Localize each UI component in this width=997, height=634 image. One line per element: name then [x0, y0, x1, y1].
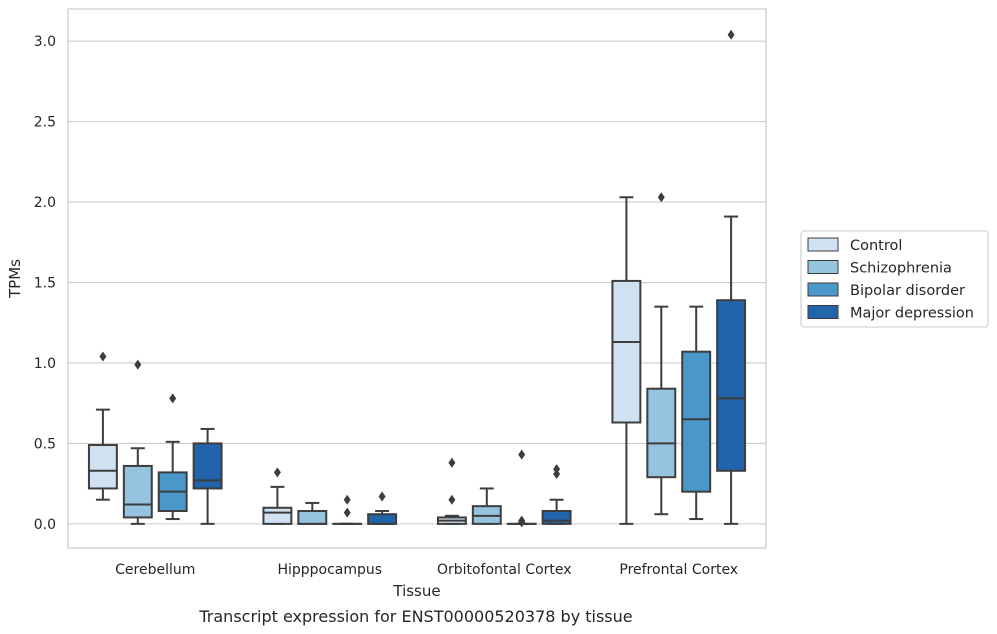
outlier-point — [657, 192, 665, 203]
legend-swatch — [807, 282, 839, 297]
box-2-2 — [506, 449, 537, 528]
outlier-point — [727, 29, 735, 40]
box-body — [611, 279, 642, 424]
box-2-3 — [541, 464, 572, 525]
box-3-3 — [716, 29, 747, 525]
x-tick-label: Hipppocampus — [277, 562, 382, 578]
gridlines — [68, 40, 766, 525]
y-tick-label: 1.0 — [34, 356, 56, 372]
box-3-2 — [681, 305, 712, 521]
legend-swatch — [807, 260, 839, 274]
legend-label: Major depression — [850, 306, 974, 322]
y-tick-label: 1.5 — [34, 276, 56, 292]
outlier-point — [99, 351, 107, 362]
outlier-point — [518, 515, 526, 526]
y-axis: 0.0 0.5 1.0 1.5 2.0 2.5 3.0 — [34, 34, 56, 533]
box-1-1 — [297, 501, 328, 525]
box-0-1 — [122, 359, 153, 525]
legend-frame — [800, 230, 989, 328]
legend-label: Schizophrenia — [850, 261, 952, 277]
outlier-point — [518, 449, 526, 460]
outlier-point — [134, 359, 142, 370]
box-2-0 — [436, 457, 467, 525]
box-3-1 — [646, 192, 677, 516]
y-tick-label: 0.5 — [34, 436, 56, 452]
y-tick-label: 0.0 — [34, 517, 56, 533]
x-tick-label: Prefrontal Cortex — [619, 562, 738, 578]
box-body — [122, 464, 153, 519]
outlier-point — [343, 507, 351, 518]
x-axis: Cerebellum Hipppocampus Orbitofontal Corte… — [115, 562, 738, 578]
box-0-0 — [87, 351, 118, 501]
box-3-0 — [611, 196, 642, 525]
y-tick-label: 2.0 — [34, 195, 56, 211]
box-body — [262, 506, 293, 525]
x-axis-label: Tissue — [392, 582, 440, 600]
outlier-point — [448, 457, 456, 468]
box-body — [681, 350, 712, 493]
box-body — [541, 509, 572, 525]
box-body — [192, 442, 223, 490]
legend-label: Bipolar disorder — [850, 283, 965, 299]
x-tick-label: Cerebellum — [115, 562, 195, 578]
chart-caption: Transcript expression for ENST0000052037… — [198, 607, 632, 626]
box-1-0 — [262, 467, 293, 525]
outlier-point — [169, 393, 177, 404]
box-0-3 — [192, 427, 223, 525]
x-tick-label: Orbitofontal Cortex — [437, 562, 572, 578]
plot-frame — [67, 8, 767, 549]
box-1-2 — [332, 494, 363, 525]
box-1-3 — [367, 491, 398, 525]
outlier-point — [343, 494, 351, 505]
y-tick-label: 2.5 — [34, 115, 56, 131]
y-tick-label: 3.0 — [34, 34, 56, 50]
box-body — [297, 509, 328, 525]
box-body — [716, 299, 747, 472]
outlier-point — [553, 464, 561, 475]
box-body — [367, 513, 398, 525]
y-axis-label: TPMs — [6, 259, 24, 299]
legend-label: Control — [850, 238, 902, 254]
box-2-1 — [471, 487, 502, 525]
outlier-point — [378, 491, 386, 502]
boxes — [87, 29, 747, 528]
legend-swatch — [807, 305, 839, 319]
box-0-2 — [157, 393, 188, 521]
legend: Control Schizophrenia Bipolar disorder Majo… — [800, 230, 989, 328]
outlier-point — [273, 467, 281, 478]
outlier-point — [448, 494, 456, 505]
box-body — [646, 387, 677, 479]
legend-swatch — [807, 237, 839, 252]
box-body — [87, 444, 118, 490]
